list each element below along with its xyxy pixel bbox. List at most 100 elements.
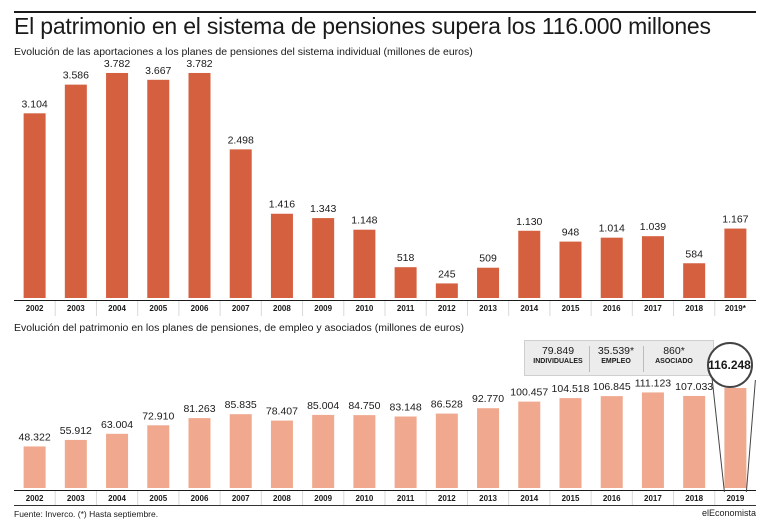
bar xyxy=(147,79,170,298)
bar xyxy=(435,413,458,488)
bar-value-label: 100.457 xyxy=(510,387,548,399)
bar-value-label: 245 xyxy=(438,268,456,280)
bar xyxy=(394,267,417,298)
bar xyxy=(559,398,582,488)
bar-value-label: 3.782 xyxy=(186,58,212,70)
bar xyxy=(188,418,211,488)
bar-value-label: 85.835 xyxy=(225,399,257,411)
x-tick-label: 2008 xyxy=(273,494,291,503)
x-tick-label: 2002 xyxy=(26,304,44,313)
bar xyxy=(477,408,500,488)
x-tick-label: 2003 xyxy=(67,494,85,503)
breakdown-label: ASOCIADO xyxy=(655,358,693,365)
bar-value-label: 104.518 xyxy=(552,383,590,395)
x-tick-label: 2013 xyxy=(479,304,497,313)
bar xyxy=(312,218,335,298)
bar xyxy=(270,213,293,298)
x-tick-label: 2012 xyxy=(438,304,456,313)
bar xyxy=(435,283,458,298)
x-tick-label: 2017 xyxy=(644,304,662,313)
bar-value-label: 1.148 xyxy=(351,215,377,227)
breakdown-label: EMPLEO xyxy=(601,358,631,365)
bar-value-label: 83.148 xyxy=(390,401,422,413)
bar-value-label: 3.586 xyxy=(63,70,89,82)
x-tick-label: 2009 xyxy=(314,494,332,503)
breakdown-asociado: 860* ASOCIADO xyxy=(645,345,703,365)
bar xyxy=(229,149,252,298)
bar-value-label: 48.322 xyxy=(19,431,51,443)
bar xyxy=(518,230,541,298)
bar xyxy=(683,395,706,488)
bar-value-label: 584 xyxy=(685,248,703,260)
x-tick-label: 2002 xyxy=(26,494,44,503)
bar-value-label: 3.104 xyxy=(21,98,47,110)
bar-value-label: 1.343 xyxy=(310,203,336,215)
x-tick-label: 2018 xyxy=(685,494,703,503)
bar-value-label: 78.407 xyxy=(266,406,298,418)
x-tick-label: 2011 xyxy=(397,304,415,313)
x-tick-label: 2018 xyxy=(685,304,703,313)
bar xyxy=(64,439,87,488)
chart-1-title: Evolución de las aportaciones a los plan… xyxy=(14,46,473,58)
x-tick-label: 2004 xyxy=(108,494,126,503)
bar xyxy=(229,414,252,488)
breakdown-individuales: 79.849 INDIVIDUALES xyxy=(529,345,587,365)
highlight-value: 116.248 xyxy=(708,358,751,372)
x-tick-label: 2015 xyxy=(562,494,580,503)
x-tick-label: 2010 xyxy=(355,494,373,503)
magnifier-line xyxy=(710,371,725,493)
breakdown-value: 79.849 xyxy=(541,345,575,357)
bar-value-label: 81.263 xyxy=(183,403,215,415)
bar xyxy=(394,416,417,488)
x-tick-label: 2015 xyxy=(562,304,580,313)
bar xyxy=(312,414,335,488)
x-tick-label: 2005 xyxy=(149,494,167,503)
bar xyxy=(147,425,170,488)
bar xyxy=(477,267,500,298)
bar-value-label: 1.416 xyxy=(269,199,295,211)
bar xyxy=(270,420,293,488)
breakdown-empleo: 35.539* EMPLEO xyxy=(591,345,641,365)
x-tick-label: 2007 xyxy=(232,494,250,503)
bar-value-label: 948 xyxy=(562,227,580,239)
x-tick-label: 2016 xyxy=(603,304,621,313)
bar xyxy=(23,113,46,298)
bar-value-label: 84.750 xyxy=(348,400,380,412)
bar-value-label: 92.770 xyxy=(472,393,504,405)
x-tick-label: 2006 xyxy=(191,304,209,313)
breakdown-value: 860* xyxy=(663,345,685,357)
bar xyxy=(353,415,376,488)
x-tick-label: 2007 xyxy=(232,304,250,313)
x-tick-label: 2019* xyxy=(725,304,747,313)
magnifier-bubble: 116.248 xyxy=(707,342,753,388)
bar-value-label: 1.039 xyxy=(640,221,666,233)
x-tick-label: 2019 xyxy=(726,494,744,503)
x-tick-label: 2013 xyxy=(479,494,497,503)
x-tick-label: 2010 xyxy=(355,304,373,313)
bar xyxy=(518,401,541,488)
bar xyxy=(683,263,706,298)
x-axis-line xyxy=(14,490,756,491)
page-title: El patrimonio en el sistema de pensiones… xyxy=(14,13,711,39)
bar xyxy=(600,237,623,298)
x-tick-label: 2003 xyxy=(67,304,85,313)
x-tick-label: 2006 xyxy=(191,494,209,503)
bar-value-label: 509 xyxy=(479,253,497,265)
bar-value-label: 518 xyxy=(397,252,415,264)
x-tick-label: 2011 xyxy=(397,494,415,503)
x-tick-label: 2009 xyxy=(314,304,332,313)
x-tick-label: 2012 xyxy=(438,494,456,503)
breakdown-divider xyxy=(589,346,590,372)
bar-value-label: 55.912 xyxy=(60,425,92,437)
bar xyxy=(600,396,623,488)
bar-value-label: 1.167 xyxy=(722,214,748,226)
bar-value-label: 1.130 xyxy=(516,216,542,228)
x-tick-label: 2014 xyxy=(520,304,538,313)
magnifier-line xyxy=(745,379,756,493)
bar xyxy=(64,84,87,299)
x-tick-label: 2004 xyxy=(108,304,126,313)
x-tick-label: 2005 xyxy=(149,304,167,313)
breakdown-divider xyxy=(643,346,644,372)
chart-2-title: Evolución del patrimonio en los planes d… xyxy=(14,322,465,334)
